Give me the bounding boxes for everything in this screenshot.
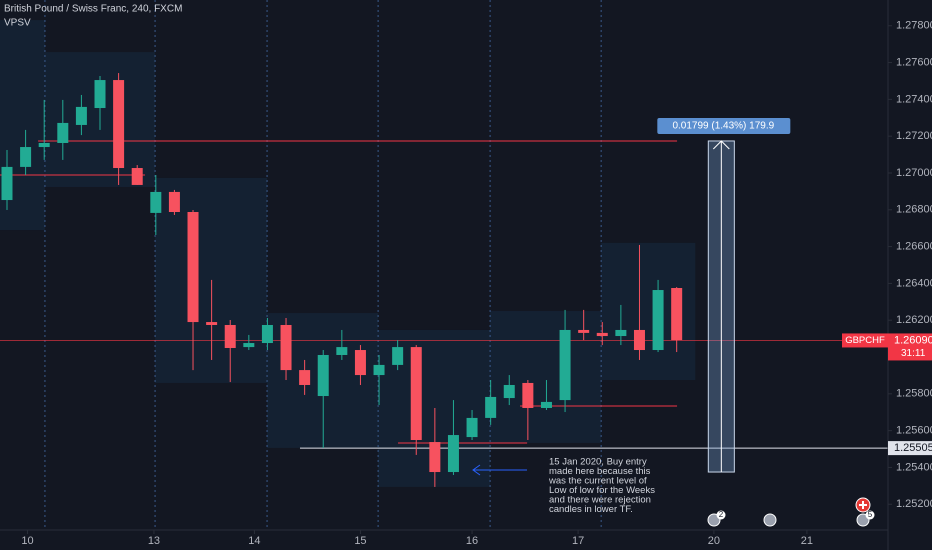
candle-body	[94, 80, 106, 109]
event-icons: 2 5	[707, 497, 875, 527]
candle-body	[317, 354, 329, 397]
badge-count: 5	[868, 510, 873, 519]
candle-body	[652, 290, 664, 351]
candle-body	[410, 347, 422, 441]
candle-body	[224, 324, 236, 348]
countdown-label: 31:11	[901, 348, 926, 359]
y-tick-label: 1.26200	[896, 314, 932, 326]
news-icon-cross	[859, 501, 867, 509]
y-tick-label: 1.25200	[896, 498, 932, 510]
y-tick-label: 1.25600	[896, 425, 932, 437]
candle-body	[578, 329, 590, 333]
annotation-line: candles in lower TF.	[549, 504, 633, 515]
y-tick-label: 1.27600	[896, 56, 932, 68]
x-tick-label: 10	[21, 535, 33, 547]
indicator-name: VPSV	[4, 18, 31, 29]
candle-body	[261, 324, 273, 344]
annotation-line: and there were rejection	[549, 495, 651, 506]
y-tick-label: 1.27800	[896, 20, 932, 32]
x-tick-label: 15	[354, 535, 366, 547]
badge	[716, 510, 726, 520]
measure-label: 0.01799 (1.43%) 179.9	[672, 121, 774, 132]
measure-arrow	[712, 140, 730, 473]
y-tick-label: 1.25800	[896, 388, 932, 400]
candle-body	[187, 212, 199, 323]
y-tick-label: 1.25400	[896, 461, 932, 473]
candle-body	[615, 329, 627, 337]
level-tag	[888, 441, 932, 456]
last-price-label: 1.26090	[894, 334, 932, 346]
x-tick-label: 16	[466, 535, 478, 547]
candle-body	[633, 329, 645, 351]
candle-body	[243, 343, 255, 348]
candle-body	[38, 142, 50, 148]
candle-body	[466, 417, 478, 438]
candle-body	[1, 166, 13, 201]
arrow-head	[472, 464, 481, 476]
candle-body	[596, 332, 608, 337]
candle-body	[336, 347, 348, 355]
candle-body	[131, 168, 143, 185]
symbol-tag	[842, 333, 888, 348]
x-tick-label: 20	[708, 535, 720, 547]
x-tick-label: 13	[148, 535, 160, 547]
plot	[0, 0, 888, 530]
candle-body	[20, 147, 32, 167]
candle-body	[168, 191, 180, 212]
candle-body	[485, 396, 497, 418]
last-price-tag	[888, 333, 932, 361]
badge-count: 2	[719, 510, 724, 519]
annotation-line: 15 Jan 2020, Buy entry	[549, 457, 647, 468]
y-tick-label: 1.26800	[896, 204, 932, 216]
y-tick-label: 1.27000	[896, 167, 932, 179]
candle-body	[113, 80, 125, 169]
candle-body	[559, 329, 571, 401]
candle-body	[280, 324, 292, 371]
candle-body	[522, 382, 534, 408]
candle-body	[540, 401, 552, 408]
candle-body	[429, 442, 441, 473]
y-tick-label: 1.27200	[896, 130, 932, 142]
measure-label-box	[657, 117, 791, 134]
flag-icon	[763, 513, 777, 527]
annotation-line: was the current level of	[548, 476, 647, 487]
badge	[865, 510, 875, 520]
symbol-title: British Pound / Swiss Franc, 240, FXCM	[4, 4, 182, 15]
x-tick-label: 21	[801, 535, 813, 547]
candle-body	[392, 347, 404, 365]
profile-box	[490, 311, 602, 443]
candle-body	[671, 288, 683, 341]
x-tick-label: 17	[572, 535, 584, 547]
candle-body	[206, 322, 218, 325]
candle-body	[373, 364, 385, 376]
symbol-tag-label: GBPCHF	[845, 335, 885, 346]
candle-body	[57, 122, 69, 143]
candle-body	[299, 370, 311, 385]
candle-body	[150, 191, 162, 213]
level-label: 1.25505	[894, 442, 932, 454]
annotation-line: Low of low for the Weeks	[549, 485, 655, 496]
candle-body	[354, 350, 366, 376]
y-tick-label: 1.26400	[896, 277, 932, 289]
y-tick-label: 1.27400	[896, 93, 932, 105]
candle-body	[75, 106, 87, 125]
candle-body	[447, 435, 459, 473]
x-tick-label: 14	[248, 535, 260, 547]
candle-body	[503, 384, 515, 399]
annotation-line: made here because this	[549, 466, 651, 477]
y-tick-label: 1.26600	[896, 241, 932, 253]
